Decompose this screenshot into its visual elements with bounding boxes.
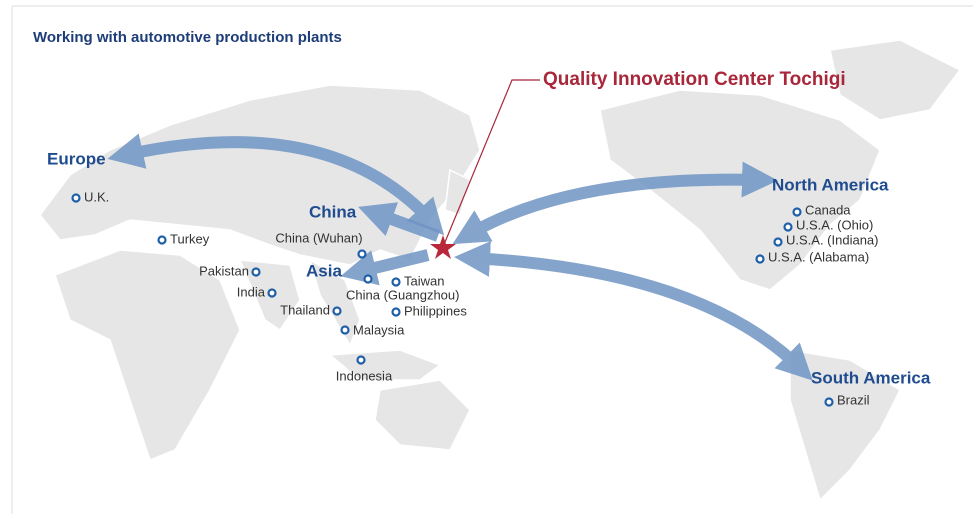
center-star	[430, 235, 456, 259]
arrows	[107, 133, 813, 381]
location-dot	[356, 355, 366, 365]
location-dot	[391, 307, 401, 317]
location-label: China (Wuhan)	[275, 230, 362, 245]
location-label: Taiwan	[404, 273, 444, 288]
location-label: Turkey	[170, 231, 210, 246]
location-label: U.S.A. (Ohio)	[796, 217, 873, 232]
location-dot	[824, 397, 834, 407]
region-label: Europe	[47, 149, 106, 168]
location-label: U.S.A. (Indiana)	[786, 232, 879, 247]
region-label: North America	[772, 175, 889, 194]
region-label: Asia	[306, 261, 342, 280]
location-label: Malaysia	[353, 322, 405, 337]
location-label: Brazil	[837, 392, 870, 407]
location-dot	[792, 207, 802, 217]
location-label: India	[237, 284, 266, 299]
location-dot	[357, 249, 367, 259]
location-label: Philippines	[404, 303, 467, 318]
location-label: U.S.A. (Alabama)	[768, 249, 869, 264]
location-dot	[332, 306, 342, 316]
location-dot	[267, 288, 277, 298]
location-label: Canada	[805, 202, 851, 217]
location-dot	[71, 193, 81, 203]
region-label: South America	[811, 368, 931, 387]
location-label: Thailand	[280, 302, 330, 317]
region-label: China	[309, 202, 357, 221]
locations: U.K. Turkey Pakistan India Thailand Malaysia I…	[71, 189, 879, 407]
location-dot	[755, 254, 765, 264]
leader-line	[442, 79, 540, 248]
location-dot	[340, 325, 350, 335]
location-label: China (Guangzhou)	[346, 287, 459, 302]
location-dot	[251, 267, 261, 277]
location-label: Indonesia	[336, 368, 393, 383]
location-dot	[391, 277, 401, 287]
center-label: Quality Innovation Center Tochigi	[543, 69, 846, 90]
location-label: Pakistan	[199, 263, 249, 278]
title: Working with automotive production plant…	[33, 29, 342, 46]
location-dot	[363, 274, 373, 284]
location-dot	[773, 237, 783, 247]
location-dot	[783, 222, 793, 232]
location-dot	[157, 235, 167, 245]
location-label: U.K.	[84, 189, 109, 204]
